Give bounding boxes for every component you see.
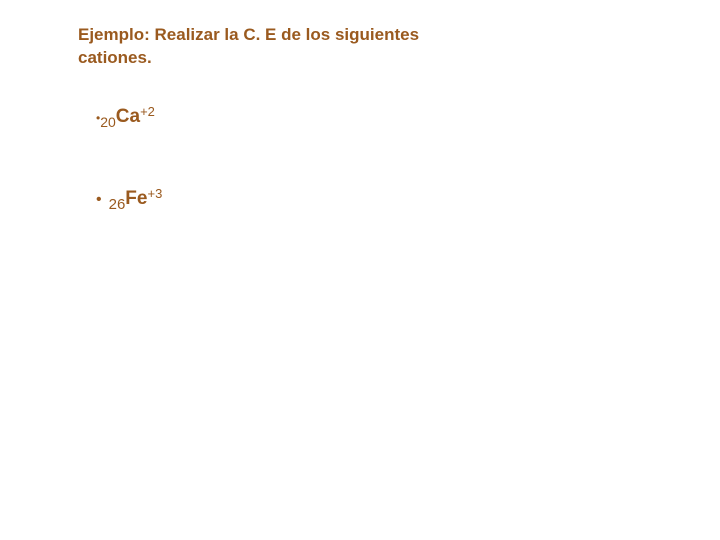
title-line-1: Ejemplo: Realizar la C. E de los siguien… (78, 25, 419, 44)
title-line-2: cationes. (78, 48, 152, 67)
slide-title: Ejemplo: Realizar la C. E de los siguien… (78, 24, 650, 70)
ion-charge: +3 (147, 186, 162, 201)
atomic-number: 26 (109, 196, 126, 213)
cation-item-0: • 20 Ca +2 (96, 106, 650, 128)
element-symbol: Fe (125, 188, 147, 210)
bullet-icon: • (96, 192, 102, 208)
atomic-number: 20 (100, 114, 116, 130)
ion-charge: +2 (140, 104, 155, 119)
element-symbol: Ca (116, 106, 140, 128)
slide-page: Ejemplo: Realizar la C. E de los siguien… (0, 0, 720, 540)
cation-item-1: • 26 Fe +3 (96, 188, 650, 210)
cation-list: • 20 Ca +2 • 26 Fe +3 (78, 106, 650, 210)
